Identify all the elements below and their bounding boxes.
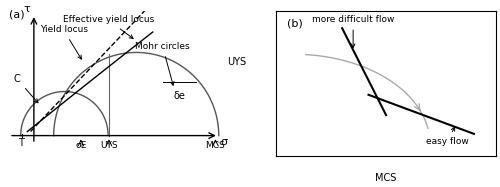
Text: C: C [14, 74, 38, 103]
Text: MCS: MCS [206, 141, 226, 150]
Text: δe: δe [173, 91, 185, 101]
Text: Mohr circles: Mohr circles [136, 42, 190, 85]
Text: UYS: UYS [100, 141, 118, 150]
Text: more difficult flow: more difficult flow [312, 16, 394, 47]
Text: Effective yield locus: Effective yield locus [62, 16, 154, 39]
Text: σE: σE [75, 141, 86, 150]
Text: MCS: MCS [376, 173, 396, 183]
Text: easy flow: easy flow [426, 127, 469, 146]
Text: T: T [18, 138, 24, 148]
Text: (b): (b) [288, 18, 303, 28]
Text: τ: τ [24, 4, 30, 14]
Text: σ: σ [220, 137, 228, 147]
Text: Yield locus: Yield locus [40, 25, 88, 59]
Text: (a): (a) [9, 9, 24, 19]
Text: UYS: UYS [227, 56, 246, 67]
